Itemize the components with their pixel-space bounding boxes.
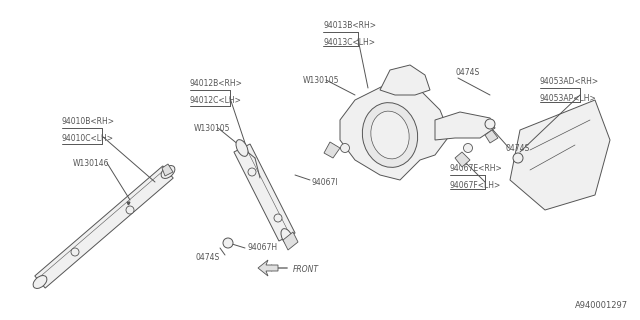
Polygon shape [283, 232, 298, 250]
Circle shape [486, 119, 495, 129]
Circle shape [463, 143, 472, 153]
Polygon shape [455, 152, 470, 167]
Circle shape [274, 214, 282, 222]
Text: FRONT: FRONT [293, 266, 319, 275]
Polygon shape [510, 100, 610, 210]
Text: 94013B<RH>: 94013B<RH> [323, 21, 376, 30]
Text: 94067H: 94067H [248, 243, 278, 252]
Circle shape [513, 153, 523, 163]
Text: 94053AP<LH>: 94053AP<LH> [540, 94, 596, 103]
Text: 94067F<LH>: 94067F<LH> [450, 181, 501, 190]
Circle shape [340, 143, 349, 153]
Text: 94067I: 94067I [311, 178, 338, 187]
Ellipse shape [33, 276, 47, 288]
Polygon shape [35, 166, 173, 288]
Ellipse shape [281, 228, 293, 245]
Text: W130105: W130105 [194, 124, 230, 132]
Ellipse shape [371, 111, 409, 159]
Polygon shape [340, 85, 450, 180]
Text: 94012C<LH>: 94012C<LH> [190, 96, 242, 105]
Circle shape [223, 238, 233, 248]
Text: A940001297: A940001297 [575, 301, 628, 310]
Polygon shape [380, 65, 430, 95]
Text: 94010C<LH>: 94010C<LH> [62, 134, 114, 143]
Text: 94067E<RH>: 94067E<RH> [450, 164, 503, 173]
Circle shape [126, 206, 134, 214]
Text: 94012B<RH>: 94012B<RH> [190, 79, 243, 88]
Ellipse shape [236, 140, 248, 156]
Text: 94013C<LH>: 94013C<LH> [323, 38, 375, 47]
Text: 94010B<RH>: 94010B<RH> [62, 117, 115, 126]
Polygon shape [435, 112, 495, 140]
Polygon shape [485, 130, 498, 143]
Circle shape [248, 168, 256, 176]
Text: 0474S: 0474S [455, 68, 479, 76]
Text: W130105: W130105 [303, 76, 339, 84]
Ellipse shape [362, 103, 418, 167]
Circle shape [485, 119, 495, 129]
Text: 0474S: 0474S [505, 143, 529, 153]
Text: 94053AD<RH>: 94053AD<RH> [540, 77, 599, 86]
Polygon shape [324, 142, 340, 158]
Circle shape [71, 248, 79, 256]
Text: 0474S: 0474S [195, 253, 220, 262]
Polygon shape [234, 144, 295, 241]
Text: W130146: W130146 [73, 158, 109, 167]
Ellipse shape [161, 165, 175, 179]
Polygon shape [162, 164, 173, 176]
Polygon shape [258, 260, 278, 276]
